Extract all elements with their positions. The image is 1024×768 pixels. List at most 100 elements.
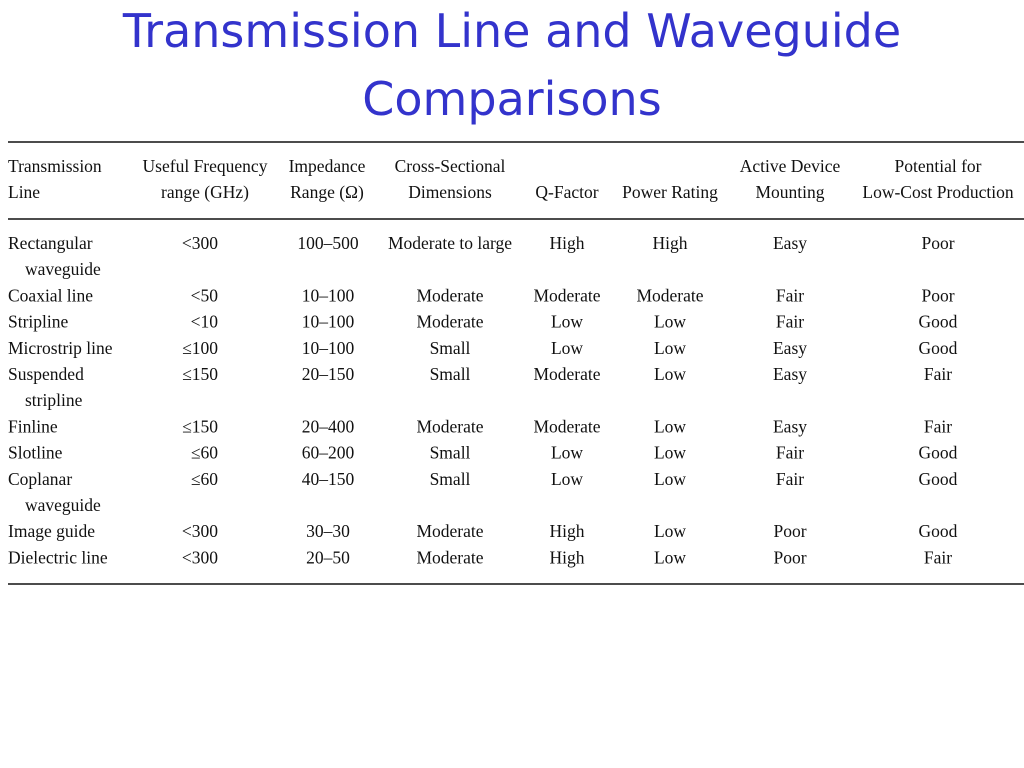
table-cell: ≤100 — [182, 338, 218, 358]
table-cell: Good — [919, 469, 958, 489]
table-cell: Poor — [773, 547, 806, 567]
row-name: Finline — [8, 416, 58, 436]
table-cell: Easy — [773, 416, 807, 436]
row-name: Slotline — [8, 443, 63, 463]
table-cell: Poor — [773, 521, 806, 541]
table-cell: Fair — [776, 312, 804, 332]
header-cell: Power Rating — [622, 182, 718, 202]
table-cell: Low — [654, 364, 686, 384]
table-cell: Easy — [773, 338, 807, 358]
table-cell: <50 — [191, 285, 219, 305]
table-cell: Fair — [924, 416, 952, 436]
table-cell: Low — [551, 312, 583, 332]
row-name: waveguide — [25, 495, 101, 515]
table-cell: Low — [654, 312, 686, 332]
header-cell: Impedance — [289, 156, 366, 176]
table-cell: Low — [654, 338, 686, 358]
table-cell: ≤150 — [182, 416, 218, 436]
table-cell: Good — [919, 338, 958, 358]
table-cell: Small — [430, 338, 471, 358]
table-cell: ≤60 — [191, 469, 218, 489]
row-name: Stripline — [8, 312, 69, 332]
header-cell: Range (Ω) — [290, 182, 364, 202]
header-cell: Potential for — [895, 156, 982, 176]
table-cell: 40–150 — [302, 469, 355, 489]
table-cell: Fair — [924, 364, 952, 384]
table-cell: Moderate — [533, 416, 600, 436]
table-cell: High — [653, 233, 688, 253]
table-cell: 20–50 — [306, 547, 350, 567]
table-cell: Low — [654, 443, 686, 463]
header-cell: Mounting — [755, 182, 824, 202]
header-cell: Active Device — [740, 156, 841, 176]
table-cell: Easy — [773, 364, 807, 384]
table-cell: <10 — [191, 312, 219, 332]
table-cell: <300 — [182, 233, 218, 253]
row-name: waveguide — [25, 259, 101, 279]
table-cell: Moderate — [416, 312, 483, 332]
table-cell: 10–100 — [302, 312, 355, 332]
table-cell: Moderate to large — [388, 233, 512, 253]
header-cell: Transmission — [8, 156, 102, 176]
table-cell: Easy — [773, 233, 807, 253]
table-cell: Good — [919, 312, 958, 332]
title-line: Transmission Line and Waveguide — [122, 4, 901, 58]
table-cell: Good — [919, 521, 958, 541]
table-cell: Low — [654, 416, 686, 436]
table-cell: Moderate — [416, 521, 483, 541]
table-cell: Fair — [924, 547, 952, 567]
table-cell: Low — [551, 443, 583, 463]
table-cell: 10–100 — [302, 338, 355, 358]
table-cell: <300 — [182, 547, 218, 567]
table-cell: High — [550, 521, 585, 541]
table-cell: Moderate — [636, 285, 703, 305]
table-cell: Good — [919, 443, 958, 463]
table-cell: Poor — [921, 233, 954, 253]
row-name: Coaxial line — [8, 285, 93, 305]
table-cell: Fair — [776, 285, 804, 305]
table-cell: 20–400 — [302, 416, 355, 436]
table-cell: Fair — [776, 443, 804, 463]
table-cell: <300 — [182, 521, 218, 541]
table-cell: 30–30 — [306, 521, 350, 541]
table-cell: ≤150 — [182, 364, 218, 384]
row-name: Suspended — [8, 364, 84, 384]
table-cell: Moderate — [533, 285, 600, 305]
table-cell: Moderate — [533, 364, 600, 384]
table-cell: Low — [551, 469, 583, 489]
table-cell: Low — [551, 338, 583, 358]
row-name: Coplanar — [8, 469, 72, 489]
header-cell: Low-Cost Production — [862, 182, 1013, 202]
table-cell: Moderate — [416, 547, 483, 567]
table-cell: High — [550, 547, 585, 567]
header-cell: Q-Factor — [535, 182, 598, 202]
table-cell: 10–100 — [302, 285, 355, 305]
table-cell: 60–200 — [302, 443, 355, 463]
header-cell: Useful Frequency — [143, 156, 268, 176]
table-cell: Small — [430, 469, 471, 489]
table-cell: High — [550, 233, 585, 253]
header-cell: Line — [8, 182, 40, 202]
header-cell: range (GHz) — [161, 182, 249, 202]
table-cell: Low — [654, 469, 686, 489]
table-cell: Moderate — [416, 285, 483, 305]
table-cell: Low — [654, 521, 686, 541]
table-cell: Low — [654, 547, 686, 567]
table-cell: Moderate — [416, 416, 483, 436]
row-name: Rectangular — [8, 233, 93, 253]
header-cell: Dimensions — [408, 182, 492, 202]
row-name: Dielectric line — [8, 547, 108, 567]
table-cell: Small — [430, 443, 471, 463]
row-name: Microstrip line — [8, 338, 113, 358]
table-cell: 20–150 — [302, 364, 355, 384]
table-cell: Small — [430, 364, 471, 384]
table-cell: 100–500 — [297, 233, 359, 253]
row-name: stripline — [25, 390, 83, 410]
row-name: Image guide — [8, 521, 95, 541]
table-cell: Fair — [776, 469, 804, 489]
header-cell: Cross-Sectional — [395, 156, 506, 176]
table-cell: Poor — [921, 285, 954, 305]
title-line: Comparisons — [362, 72, 661, 126]
